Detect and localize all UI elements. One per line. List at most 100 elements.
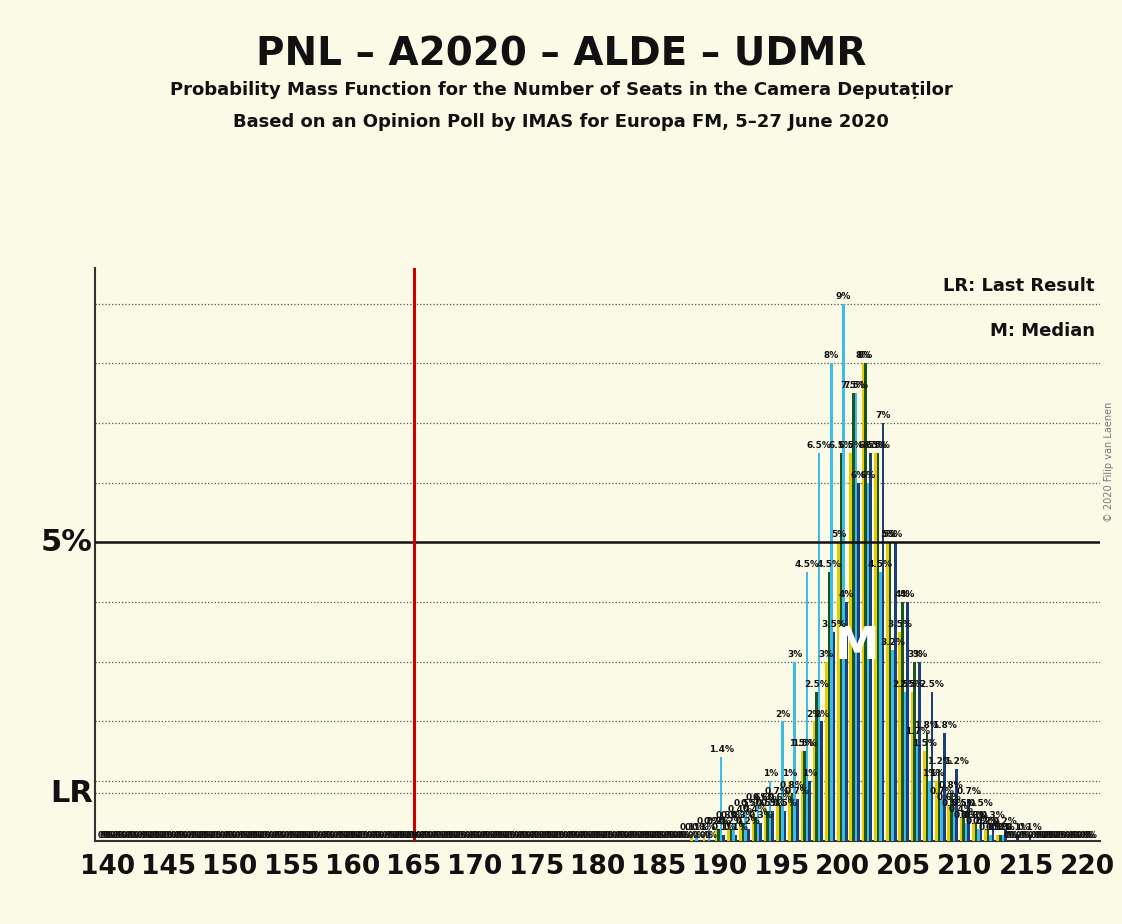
Text: 0%: 0%: [423, 831, 436, 840]
Text: 0.1%: 0.1%: [724, 823, 748, 832]
Text: 0%: 0%: [338, 831, 350, 840]
Bar: [830, 363, 833, 841]
Text: 5%: 5%: [883, 530, 898, 540]
Text: 0.1%: 0.1%: [988, 823, 1013, 832]
Text: 0%: 0%: [188, 831, 201, 840]
Bar: [747, 829, 749, 841]
Text: 0%: 0%: [197, 831, 211, 840]
Text: 0%: 0%: [158, 831, 172, 840]
Text: 0.8%: 0.8%: [780, 781, 804, 790]
Text: 0%: 0%: [663, 831, 677, 840]
Bar: [894, 542, 896, 841]
Text: 0.2%: 0.2%: [976, 817, 1001, 826]
Text: 6.5%: 6.5%: [838, 441, 863, 450]
Text: 2%: 2%: [815, 710, 829, 719]
Bar: [953, 811, 955, 841]
Text: 0.3%: 0.3%: [960, 811, 985, 820]
Text: 0%: 0%: [580, 831, 592, 840]
Text: 0%: 0%: [546, 831, 559, 840]
Text: 0%: 0%: [578, 831, 590, 840]
Text: 1.2%: 1.2%: [944, 758, 969, 766]
Text: 0%: 0%: [649, 831, 661, 840]
Text: 1.2%: 1.2%: [927, 758, 951, 766]
Text: 1%: 1%: [763, 769, 778, 778]
Text: 0%: 0%: [362, 831, 375, 840]
Text: 0%: 0%: [605, 831, 617, 840]
Text: 0.3%: 0.3%: [721, 811, 746, 820]
Text: 0%: 0%: [607, 831, 620, 840]
Text: 0.3%: 0.3%: [748, 811, 773, 820]
Text: 0.1%: 0.1%: [991, 823, 1015, 832]
Text: 0.1%: 0.1%: [679, 823, 703, 832]
Text: 0%: 0%: [611, 831, 625, 840]
Text: 2%: 2%: [807, 710, 821, 719]
Bar: [800, 751, 803, 841]
Text: 0%: 0%: [232, 831, 245, 840]
Text: 0.2%: 0.2%: [736, 817, 761, 826]
Text: 0%: 0%: [1046, 831, 1058, 840]
Bar: [862, 363, 864, 841]
Text: 0%: 0%: [675, 831, 688, 840]
Text: 0.1%: 0.1%: [1005, 823, 1030, 832]
Text: 0%: 0%: [213, 831, 226, 840]
Text: 0%: 0%: [539, 831, 551, 840]
Text: 0%: 0%: [220, 831, 232, 840]
Text: 0%: 0%: [514, 831, 526, 840]
Text: 0%: 0%: [164, 831, 176, 840]
Text: 0.6%: 0.6%: [746, 793, 771, 802]
Text: 0.5%: 0.5%: [941, 799, 966, 808]
Text: 0.7%: 0.7%: [929, 787, 954, 796]
Text: 0%: 0%: [587, 831, 600, 840]
Text: 0%: 0%: [642, 831, 654, 840]
Bar: [940, 799, 942, 841]
Bar: [769, 781, 772, 841]
Bar: [1017, 835, 1019, 841]
Bar: [928, 781, 930, 841]
Bar: [764, 805, 766, 841]
Text: 0%: 0%: [342, 831, 356, 840]
Text: 0%: 0%: [286, 831, 300, 840]
Text: 0%: 0%: [1009, 831, 1021, 840]
Text: 0.7%: 0.7%: [784, 787, 810, 796]
Text: 0%: 0%: [381, 831, 395, 840]
Text: 0%: 0%: [272, 831, 284, 840]
Text: 0.4%: 0.4%: [948, 805, 974, 814]
Text: 0.6%: 0.6%: [767, 793, 792, 802]
Text: 0.3%: 0.3%: [716, 811, 741, 820]
Bar: [855, 394, 857, 841]
Bar: [965, 823, 967, 841]
Text: 3.5%: 3.5%: [888, 620, 912, 629]
Text: 8%: 8%: [858, 351, 873, 360]
Text: 0%: 0%: [693, 831, 706, 840]
Bar: [840, 453, 843, 841]
Text: 0%: 0%: [1031, 831, 1043, 840]
Bar: [696, 835, 698, 841]
Bar: [795, 799, 799, 841]
Text: 0%: 0%: [357, 831, 370, 840]
Text: 0%: 0%: [427, 831, 441, 840]
Text: 0%: 0%: [176, 831, 188, 840]
Text: 1.7%: 1.7%: [904, 727, 930, 736]
Text: 0%: 0%: [203, 831, 215, 840]
Text: 6%: 6%: [850, 471, 866, 480]
Text: 0.5%: 0.5%: [741, 799, 765, 808]
Text: 0.3%: 0.3%: [964, 811, 988, 820]
Text: 0%: 0%: [416, 831, 429, 840]
Text: 0.5%: 0.5%: [761, 799, 785, 808]
Text: 0%: 0%: [288, 831, 302, 840]
Text: 0%: 0%: [592, 831, 605, 840]
Bar: [870, 453, 872, 841]
Text: 0%: 0%: [522, 831, 534, 840]
Bar: [742, 823, 744, 841]
Text: 4.5%: 4.5%: [794, 560, 819, 569]
Text: 0%: 0%: [433, 831, 445, 840]
Text: 0.7%: 0.7%: [956, 787, 981, 796]
Text: 0%: 0%: [582, 831, 596, 840]
Bar: [690, 835, 693, 841]
Text: 0%: 0%: [456, 831, 468, 840]
Bar: [843, 304, 845, 841]
Bar: [992, 823, 994, 841]
Text: 1.8%: 1.8%: [914, 722, 939, 731]
Bar: [733, 823, 735, 841]
Text: 0%: 0%: [344, 831, 358, 840]
